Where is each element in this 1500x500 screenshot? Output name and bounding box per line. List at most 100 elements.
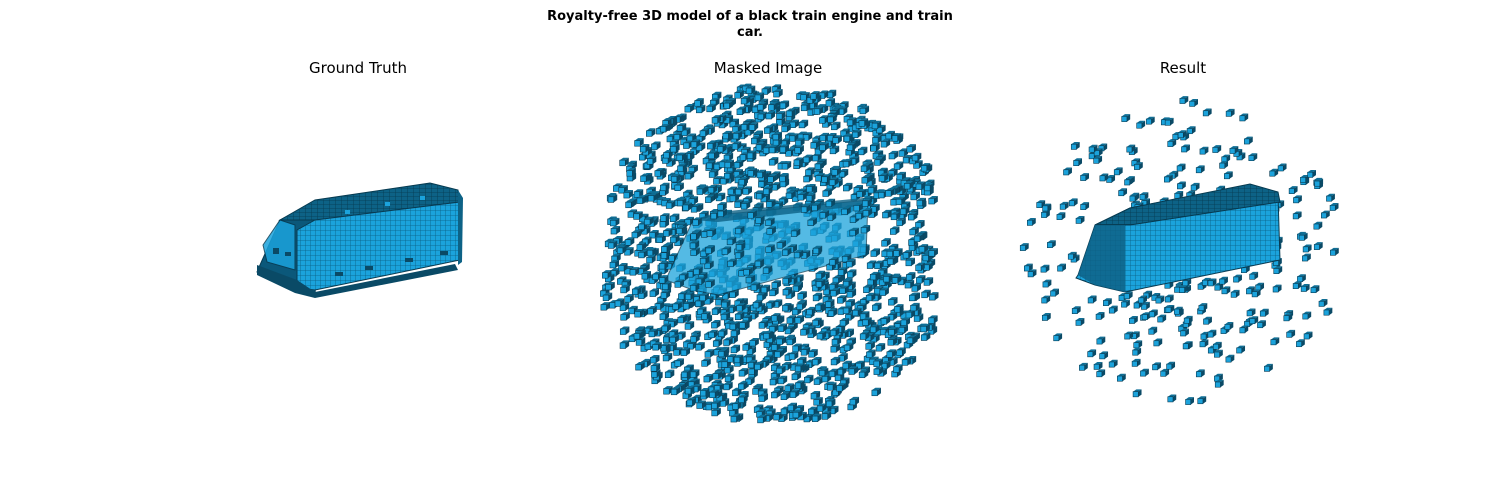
voxel-cube	[749, 338, 759, 347]
voxel-cube	[814, 161, 825, 170]
voxel-cube	[853, 202, 863, 212]
voxel-cube	[1236, 345, 1246, 354]
voxel-cube	[659, 311, 670, 320]
voxel-cube	[857, 146, 868, 156]
voxel-cube	[1165, 304, 1175, 313]
voxel-cube	[754, 92, 765, 101]
voxel-cube	[665, 200, 676, 209]
voxel-cube	[739, 320, 749, 329]
voxel-cube	[670, 173, 681, 183]
voxel-cube	[674, 358, 684, 367]
voxel-cube	[640, 173, 650, 182]
voxel-cube	[776, 365, 786, 375]
voxel-cube	[636, 195, 647, 204]
voxel-cube	[1164, 174, 1173, 183]
voxel-cube	[724, 373, 735, 383]
voxel-cube	[771, 182, 781, 191]
voxel-cube	[928, 315, 938, 324]
voxel-cube	[624, 237, 635, 246]
voxel-cube	[646, 128, 656, 137]
voxel-cube	[786, 108, 796, 117]
voxel-cube	[763, 330, 773, 340]
voxel-cube	[1239, 325, 1249, 334]
voxel-cube	[1195, 165, 1205, 174]
voxel-cube	[701, 311, 711, 320]
voxel-cube	[614, 298, 625, 307]
voxel-cube	[1053, 333, 1063, 342]
voxel-cube	[660, 290, 671, 299]
voxel-cube	[1167, 139, 1177, 147]
voxel-cube	[900, 317, 911, 326]
voxel-cube	[1212, 145, 1222, 153]
voxel-cube	[658, 275, 669, 284]
voxel-cube	[1233, 274, 1242, 283]
voxel-cube	[815, 270, 826, 280]
voxel-cube	[740, 201, 751, 210]
voxel-cube	[885, 188, 895, 197]
voxel-cube	[1149, 309, 1158, 318]
voxel-cube	[733, 159, 744, 169]
voxel-cube	[808, 349, 818, 358]
voxel-cube	[792, 409, 803, 419]
voxel-cube	[711, 400, 721, 410]
voxel-cube	[629, 267, 640, 276]
voxel-cube	[1088, 144, 1098, 153]
voxel-cube	[838, 169, 849, 178]
voxel-cube	[1138, 295, 1147, 304]
voxel-cube	[690, 231, 700, 240]
voxel-cube	[841, 206, 851, 215]
voxel-cube	[752, 299, 763, 309]
voxel-cube	[830, 344, 840, 353]
voxel-cube	[913, 233, 924, 242]
voxel-cube	[1214, 282, 1224, 291]
voxel-cube	[862, 208, 873, 217]
voxel-cube	[771, 313, 781, 322]
voxel-cube	[1079, 362, 1088, 371]
voxel-cube	[880, 316, 891, 325]
voxel-cube	[827, 382, 837, 391]
voxel-cube	[860, 163, 871, 172]
panel-title-result: Result	[1159, 59, 1207, 77]
voxel-cube	[765, 300, 776, 309]
voxel-cube	[852, 129, 862, 138]
voxel-cube	[734, 250, 745, 259]
voxel-cube	[750, 282, 761, 291]
figure-suptitle: Royalty-free 3D model of a black train e…	[0, 9, 1500, 41]
voxel-cube	[631, 229, 642, 239]
voxel-cube	[1273, 266, 1283, 274]
voxel-cube	[1249, 316, 1259, 325]
voxel-cube	[827, 114, 837, 123]
voxel-cube	[634, 309, 644, 318]
voxel-cube	[1019, 243, 1029, 251]
voxel-cube	[785, 190, 796, 200]
voxel-cube	[798, 119, 809, 129]
voxel-cube	[928, 195, 938, 205]
voxel-cube	[819, 142, 829, 151]
voxel-cube	[1093, 361, 1103, 370]
voxel-cube	[916, 197, 926, 207]
voxel-cube	[669, 213, 680, 222]
voxel-cube	[718, 328, 728, 338]
voxel-cube	[1223, 171, 1233, 180]
voxel-cube	[846, 289, 857, 298]
voxel-cube	[837, 267, 848, 276]
voxel-cube	[800, 204, 811, 213]
voxel-cube	[837, 106, 848, 115]
voxel-cube	[829, 405, 839, 415]
voxel-cube	[676, 331, 686, 340]
voxel-cube	[1225, 354, 1235, 363]
voxel-cube	[1219, 276, 1228, 285]
voxel-cube	[794, 363, 805, 372]
voxel-cube	[695, 342, 705, 351]
voxel-cube	[1096, 336, 1106, 345]
voxel-cube	[893, 248, 903, 257]
voxel-cube	[832, 275, 842, 284]
voxel-cube	[699, 128, 710, 137]
voxel-cube	[826, 398, 836, 407]
voxel-cube	[1027, 217, 1036, 226]
voxel-cube	[1152, 362, 1161, 371]
voxel-cube	[1174, 191, 1184, 199]
voxel-cube	[846, 142, 857, 151]
voxel-cube	[633, 331, 644, 340]
voxel-cube	[734, 90, 744, 99]
